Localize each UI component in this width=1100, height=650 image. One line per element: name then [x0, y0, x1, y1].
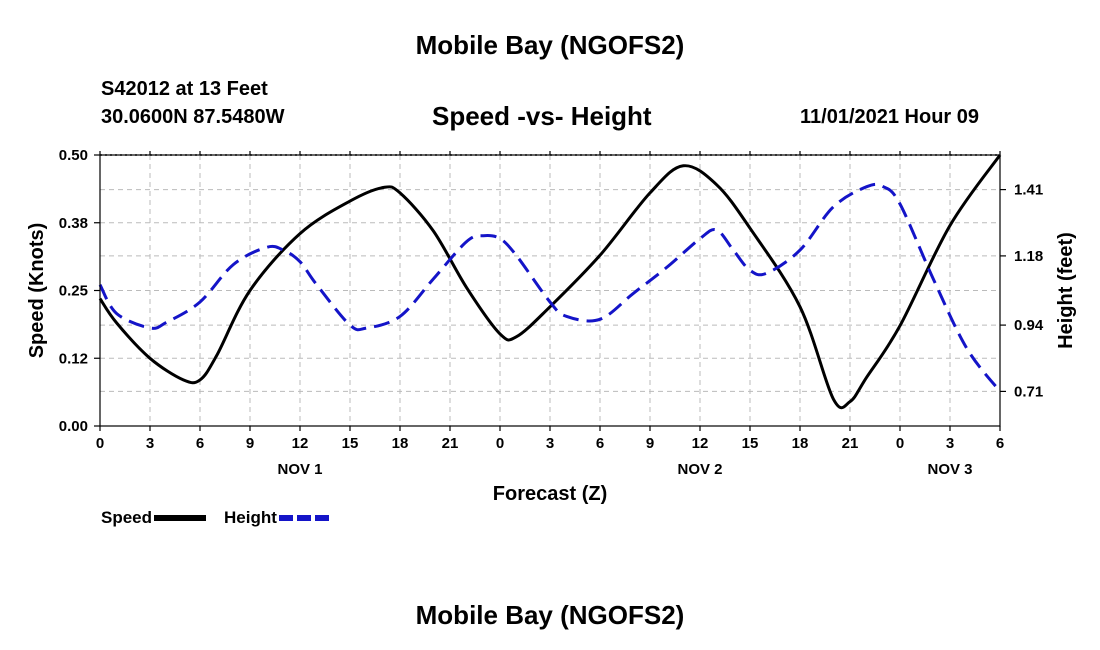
tick-layer: 0 3 6 9 12 15 18 21 0 3 6 9 12 15 18 21 0 3 6 NOV 1 NOV 2 NOV… [59, 147, 1044, 478]
x-tick-label: 0 [496, 435, 504, 452]
series-line-height [98, 182, 1002, 393]
grid-layer [100, 154, 1000, 426]
y-tick-label: 0.25 [59, 283, 88, 300]
x-tick-label: 6 [596, 435, 604, 452]
station-label: S42012 at 13 Feet [101, 78, 268, 100]
day-label: NOV 2 [677, 461, 722, 478]
coordinates-label: 30.0600N 87.5480W [101, 106, 285, 128]
legend-speed-swatch [154, 515, 207, 521]
legend-speed-label: Speed [101, 508, 153, 527]
x-tick-label: 21 [442, 435, 459, 452]
x-tick-label: 12 [292, 435, 309, 452]
y2-tick-label: 0.94 [1014, 317, 1044, 334]
y2-axis-title: Height (feet) [1055, 232, 1077, 349]
footer-title: Mobile Bay (NGOFS2) [415, 600, 685, 630]
x-tick-label: 15 [342, 435, 359, 452]
series-layer [98, 154, 1002, 410]
y-tick-label: 0.12 [59, 350, 88, 367]
legend: Speed Height [101, 508, 331, 528]
y-tick-label: 0.38 [59, 215, 88, 232]
y2-tick-label: 1.41 [1014, 182, 1043, 199]
x-tick-label: 12 [692, 435, 709, 452]
series-line-speed [98, 154, 1002, 410]
x-tick-label: 9 [246, 435, 254, 452]
x-tick-label: 6 [996, 435, 1004, 452]
x-tick-label: 6 [196, 435, 204, 452]
legend-height-swatch [278, 515, 331, 521]
x-tick-label: 3 [546, 435, 554, 452]
x-tick-label: 3 [946, 435, 954, 452]
x-tick-label: 18 [392, 435, 409, 452]
y2-tick-label: 1.18 [1014, 248, 1043, 265]
x-tick-label: 15 [742, 435, 759, 452]
forecast-datetime: 11/01/2021 Hour 09 [800, 106, 980, 128]
x-tick-label: 21 [842, 435, 859, 452]
x-tick-label: 9 [646, 435, 654, 452]
page-title: Mobile Bay (NGOFS2) [415, 30, 685, 60]
x-axis-title: Forecast (Z) [493, 483, 607, 505]
x-tick-label: 3 [146, 435, 154, 452]
y2-tick-label: 0.71 [1014, 383, 1043, 400]
x-tick-label: 0 [96, 435, 104, 452]
y-tick-label: 0.00 [59, 418, 88, 435]
x-tick-label: 0 [896, 435, 904, 452]
y-tick-label: 0.50 [59, 147, 88, 164]
day-label: NOV 3 [927, 461, 972, 478]
chart-title: Speed -vs- Height [432, 101, 652, 131]
x-tick-label: 18 [792, 435, 809, 452]
y-axis-title: Speed (Knots) [26, 223, 48, 359]
legend-height-label: Height [224, 508, 277, 527]
day-label: NOV 1 [277, 461, 322, 478]
